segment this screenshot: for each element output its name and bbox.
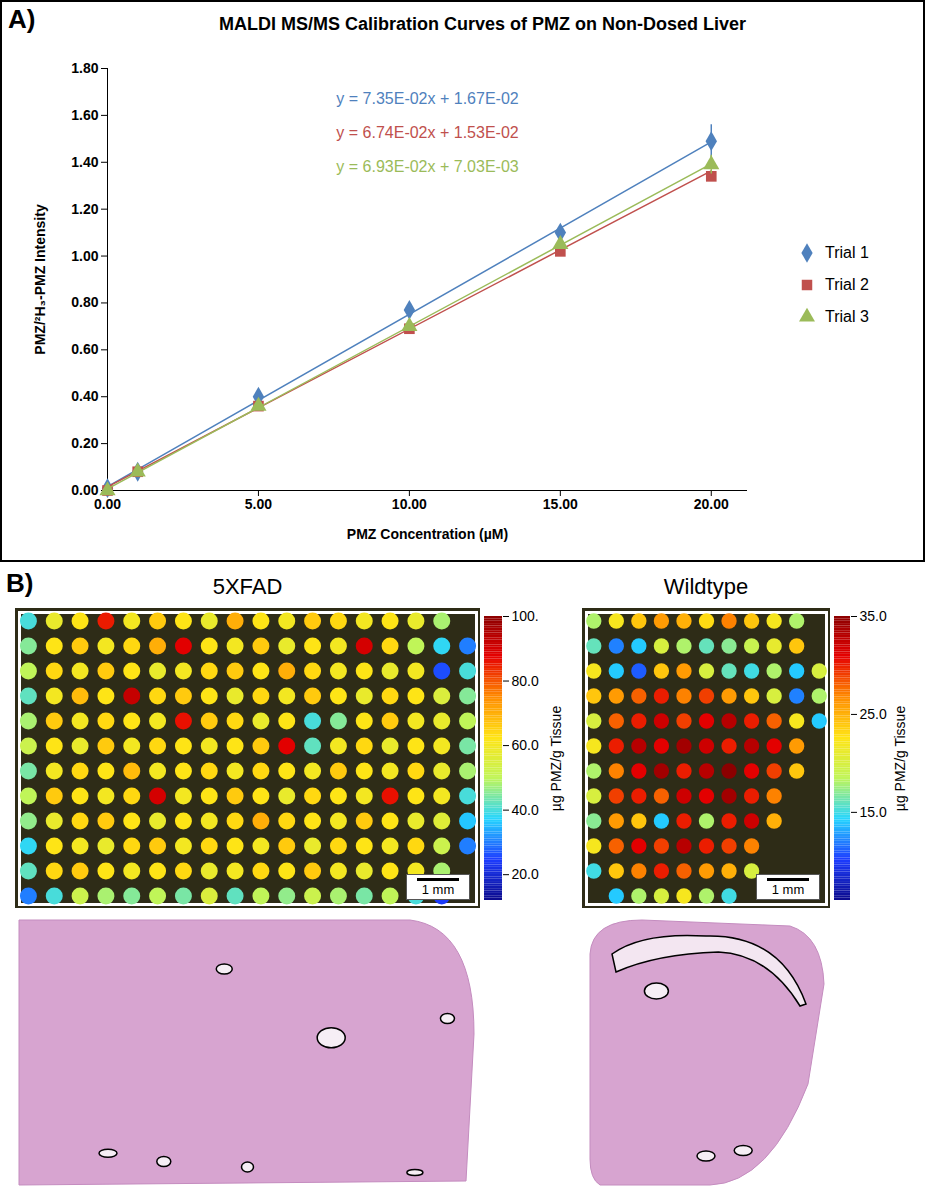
svg-text:20.00: 20.00 bbox=[694, 496, 729, 512]
svg-text:y = 6.74E-02x + 1.53E-02: y = 6.74E-02x + 1.53E-02 bbox=[336, 124, 518, 141]
html-text:Trial 1: Trial 1 bbox=[825, 244, 869, 261]
html-text:B): B) bbox=[6, 568, 34, 598]
svg-text:60.0: 60.0 bbox=[512, 737, 539, 753]
svg-text:1.80: 1.80 bbox=[71, 60, 98, 76]
svg-text:1.40: 1.40 bbox=[71, 154, 98, 170]
svg-text:0.20: 0.20 bbox=[71, 435, 98, 451]
svg-text:100.: 100. bbox=[512, 608, 539, 624]
html-text:A): A) bbox=[8, 4, 36, 34]
html-text:Trial 3: Trial 3 bbox=[825, 308, 869, 325]
svg-text:35.0: 35.0 bbox=[860, 608, 887, 624]
html-text:1 mm: 1 mm bbox=[421, 882, 455, 897]
svg-text:5.00: 5.00 bbox=[245, 496, 272, 512]
svg-text:0.00: 0.00 bbox=[71, 482, 99, 498]
svg-text:y = 7.35E-02x + 1.67E-02: y = 7.35E-02x + 1.67E-02 bbox=[336, 90, 518, 107]
svg-text:0.00: 0.00 bbox=[94, 496, 121, 512]
svg-text:10.00: 10.00 bbox=[392, 496, 427, 512]
svg-text:1.20: 1.20 bbox=[71, 201, 98, 217]
svg-text:15.0: 15.0 bbox=[860, 804, 887, 820]
svg-text:µg PMZ/g Tissue: µg PMZ/g Tissue bbox=[892, 706, 908, 812]
svg-text:0.80: 0.80 bbox=[71, 294, 98, 310]
svg-text:1.00: 1.00 bbox=[71, 248, 98, 264]
html-text:1 mm: 1 mm bbox=[771, 882, 805, 897]
svg-text:y = 6.93E-02x + 7.03E-03: y = 6.93E-02x + 7.03E-03 bbox=[336, 158, 518, 175]
html-text:Wildtype: Wildtype bbox=[663, 574, 749, 599]
svg-text:80.0: 80.0 bbox=[512, 673, 539, 689]
svg-text:0.40: 0.40 bbox=[71, 388, 98, 404]
svg-text:40.0: 40.0 bbox=[512, 802, 539, 818]
svg-text:20.0: 20.0 bbox=[512, 866, 539, 882]
svg-text:PMZ/²H₃-PMZ Intensity: PMZ/²H₃-PMZ Intensity bbox=[32, 204, 48, 355]
svg-text:µg PMZ/g Tissue: µg PMZ/g Tissue bbox=[548, 706, 564, 812]
html-text:Trial 2: Trial 2 bbox=[825, 276, 869, 293]
svg-text:PMZ Concentration (µM): PMZ Concentration (µM) bbox=[347, 526, 508, 542]
svg-text:15.00: 15.00 bbox=[543, 496, 578, 512]
html-text:5XFAD: 5XFAD bbox=[212, 574, 283, 599]
svg-text:25.0: 25.0 bbox=[860, 706, 887, 722]
svg-text:0.60: 0.60 bbox=[71, 341, 98, 357]
svg-text:1.60: 1.60 bbox=[71, 107, 98, 123]
html-text:MALDI MS/MS Calibration Curves: MALDI MS/MS Calibration Curves of PMZ on… bbox=[219, 14, 746, 34]
